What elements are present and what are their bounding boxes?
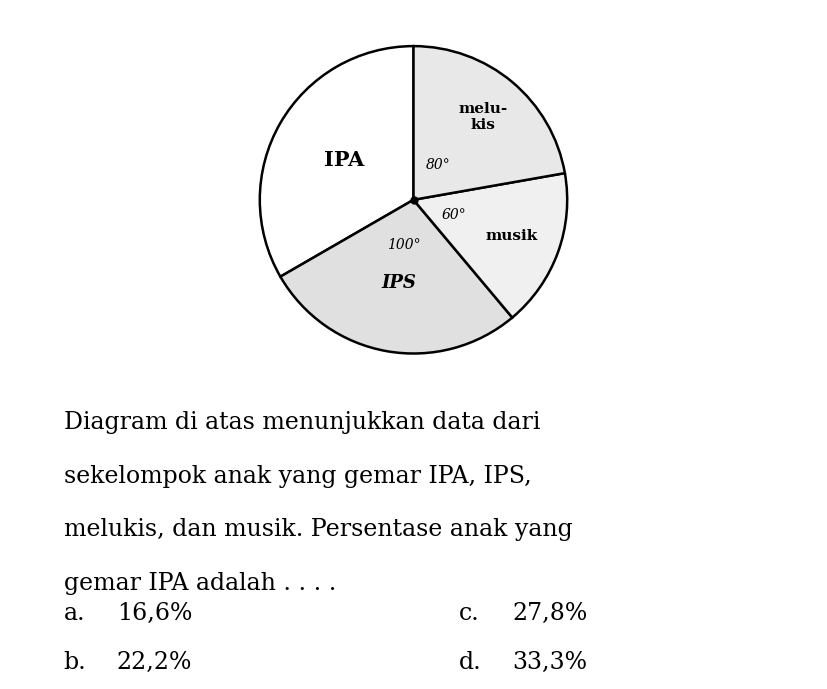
Text: b.: b.: [64, 651, 86, 675]
Text: melukis, dan musik. Persentase anak yang: melukis, dan musik. Persentase anak yang: [64, 518, 572, 542]
Text: 16,6%: 16,6%: [117, 602, 192, 625]
Wedge shape: [260, 46, 414, 277]
Text: 80°: 80°: [426, 158, 451, 172]
Text: musik: musik: [485, 229, 538, 243]
Text: d.: d.: [459, 651, 482, 675]
Wedge shape: [414, 46, 565, 200]
Text: c.: c.: [459, 602, 480, 625]
Wedge shape: [280, 200, 512, 353]
Text: 27,8%: 27,8%: [513, 602, 588, 625]
Text: Diagram di atas menunjukkan data dari: Diagram di atas menunjukkan data dari: [64, 411, 540, 434]
Text: 33,3%: 33,3%: [513, 651, 587, 675]
Text: IPS: IPS: [381, 274, 416, 292]
Text: 100°: 100°: [387, 238, 421, 252]
Text: 60°: 60°: [442, 207, 466, 222]
Text: sekelompok anak yang gemar IPA, IPS,: sekelompok anak yang gemar IPA, IPS,: [64, 465, 531, 488]
Text: IPA: IPA: [324, 150, 365, 170]
Text: melu-
kis: melu- kis: [458, 102, 507, 132]
Text: 22,2%: 22,2%: [117, 651, 192, 675]
Text: gemar IPA adalah . . . .: gemar IPA adalah . . . .: [64, 572, 336, 595]
Wedge shape: [414, 173, 567, 318]
Text: a.: a.: [64, 602, 85, 625]
